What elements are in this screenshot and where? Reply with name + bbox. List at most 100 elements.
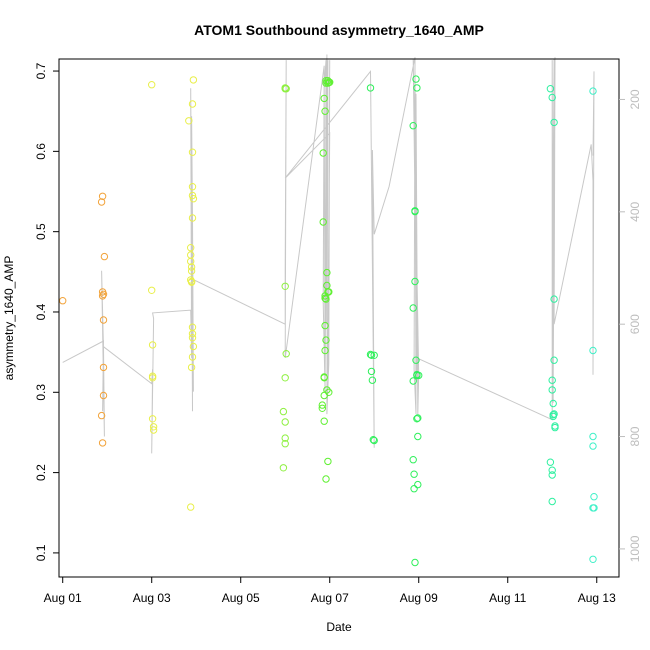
data-point <box>368 376 377 384</box>
data-point <box>188 148 197 156</box>
data-point <box>413 415 421 423</box>
y2-tick-label: 400 <box>628 201 642 221</box>
data-point <box>185 117 193 125</box>
data-point <box>323 268 331 277</box>
data-point <box>189 76 198 84</box>
data-point <box>99 391 108 400</box>
overlay-series-line <box>62 54 595 454</box>
x-tick-label: Aug 09 <box>400 591 438 605</box>
data-point <box>366 84 375 92</box>
data-point <box>188 353 197 361</box>
data-point <box>281 418 289 426</box>
data-points <box>59 75 598 567</box>
x-axis-label: Date <box>326 620 352 634</box>
data-point <box>187 257 195 266</box>
y-tick-label: 0.3 <box>34 384 48 401</box>
data-point <box>281 84 289 92</box>
data-point <box>589 87 597 95</box>
data-point <box>322 475 330 483</box>
data-point <box>415 371 423 380</box>
data-point <box>409 122 417 130</box>
data-point <box>321 346 329 355</box>
data-point <box>414 480 422 489</box>
data-point <box>410 470 418 478</box>
y2-tick-label: 1000 <box>628 535 642 562</box>
x-tick-label: Aug 05 <box>222 591 260 605</box>
y2-tick-label: 600 <box>628 314 642 334</box>
data-point <box>551 423 559 432</box>
data-point <box>279 407 288 416</box>
data-point <box>589 432 597 441</box>
data-point <box>98 439 107 447</box>
overlay-line <box>62 54 595 454</box>
y-axis: 0.1 0.2 0.3 0.4 0.5 0.6 0.7 <box>34 62 59 561</box>
y-tick-label: 0.6 <box>34 143 48 160</box>
data-point <box>414 414 422 422</box>
data-point <box>413 84 421 92</box>
data-point <box>550 118 558 127</box>
data-point <box>321 107 329 115</box>
data-point <box>546 85 555 93</box>
data-point <box>326 78 334 87</box>
data-point <box>366 350 375 359</box>
data-point <box>281 434 289 442</box>
data-point <box>187 363 196 372</box>
data-point <box>370 436 378 445</box>
data-point <box>148 374 157 382</box>
x-axis: Aug 01 Aug 03 Aug 05 Aug 07 Aug 09 Aug 11 Aug … <box>44 577 616 605</box>
data-point <box>318 404 326 412</box>
data-point <box>321 321 329 330</box>
data-point <box>548 93 556 102</box>
data-point <box>320 94 328 103</box>
data-point <box>319 218 327 226</box>
data-point <box>548 466 556 474</box>
data-point <box>548 497 556 506</box>
data-point <box>324 457 332 466</box>
data-point <box>148 415 157 423</box>
data-point <box>149 423 158 431</box>
data-point <box>589 504 597 512</box>
data-point <box>187 278 196 286</box>
data-point <box>325 288 333 296</box>
data-point <box>189 342 198 351</box>
data-point <box>59 297 67 305</box>
data-point <box>98 292 107 300</box>
data-point <box>188 191 197 200</box>
data-point <box>370 351 378 359</box>
data-point <box>99 316 108 324</box>
data-point <box>322 336 330 344</box>
data-point <box>550 410 558 418</box>
data-point <box>550 295 558 303</box>
data-point <box>148 341 157 349</box>
data-point <box>281 440 289 448</box>
data-point <box>367 367 376 376</box>
data-point <box>589 442 597 450</box>
data-point <box>188 183 197 191</box>
data-point <box>590 493 598 501</box>
y-axis-label: asymmetry_1640_AMP <box>2 256 16 381</box>
data-point <box>97 411 106 420</box>
data-point <box>414 432 422 441</box>
data-point <box>187 263 196 271</box>
data-point <box>321 294 329 302</box>
data-point <box>188 323 197 331</box>
data-point <box>589 555 597 563</box>
data-point <box>409 456 417 464</box>
data-point <box>409 304 417 312</box>
data-point <box>549 399 557 408</box>
y2-axis: 200 400 600 800 1000 <box>619 89 642 562</box>
data-point <box>188 334 197 342</box>
data-point <box>97 198 106 206</box>
x-tick-label: Aug 07 <box>311 591 349 605</box>
chart-title: ATOM1 Southbound asymmetry_1640_AMP <box>194 22 484 38</box>
data-point <box>412 75 420 83</box>
data-point <box>99 363 108 372</box>
data-point <box>148 286 156 294</box>
plot-frame <box>58 58 620 578</box>
data-point <box>589 346 597 355</box>
data-point <box>149 426 158 434</box>
data-point <box>322 295 330 303</box>
data-point <box>320 417 328 425</box>
data-point <box>98 192 107 201</box>
